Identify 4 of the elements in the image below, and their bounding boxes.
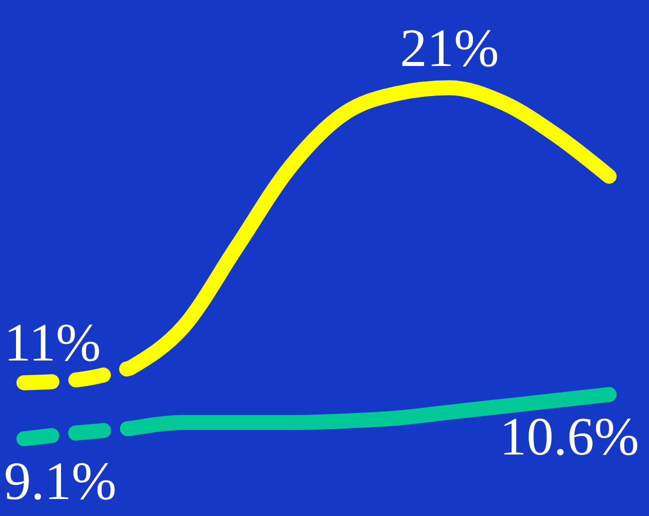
data-label: 21% — [400, 18, 500, 78]
data-label: 11% — [4, 312, 101, 373]
data-label: 9.1% — [4, 450, 116, 511]
data-label: 10.6% — [500, 406, 640, 467]
